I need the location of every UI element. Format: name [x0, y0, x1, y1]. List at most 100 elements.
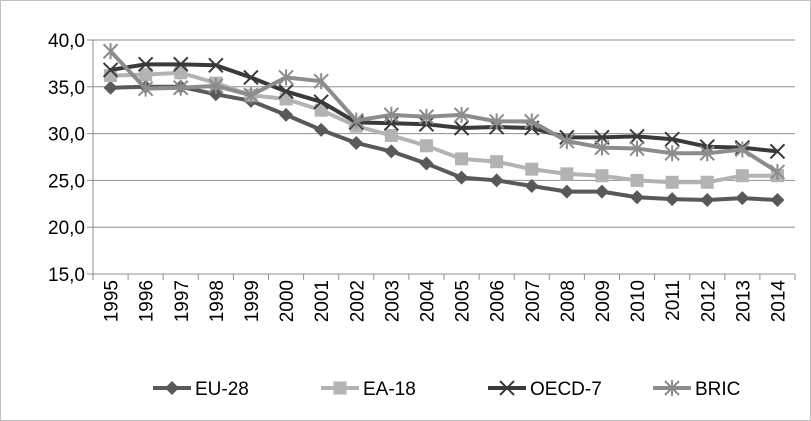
point-marker-asterisk [559, 133, 575, 150]
x-tick-label: 2006 [488, 280, 509, 322]
legend-label: OECD-7 [530, 379, 602, 400]
point-marker-asterisk [278, 69, 294, 86]
marker-stroke [278, 83, 294, 100]
point-marker-diamond [700, 193, 715, 208]
point-marker-asterisk [418, 108, 435, 125]
point-marker-diamond [594, 184, 609, 199]
y-tick-label: 25,0 [48, 171, 85, 192]
point-marker-asterisk [769, 163, 786, 180]
point-marker-asterisk [102, 43, 119, 60]
marker-stroke [453, 120, 470, 136]
x-tick-label: 2005 [453, 280, 474, 322]
marker-stroke [499, 380, 515, 396]
point-marker-diamond [314, 122, 329, 137]
point-marker-square [525, 162, 539, 176]
series-eu-28 [103, 79, 785, 208]
point-marker-asterisk [348, 112, 364, 129]
point-marker-square [139, 68, 153, 82]
x-tick-label: 2001 [312, 280, 333, 322]
point-marker-asterisk [453, 106, 470, 123]
legend-item-ea-18: EA-18 [321, 379, 416, 400]
point-marker-square [455, 152, 469, 166]
point-marker-square [490, 155, 504, 169]
series-ea-18 [104, 66, 784, 189]
legend-item-oecd-7: OECD-7 [488, 379, 602, 400]
marker-stroke [664, 131, 680, 147]
point-marker-square [174, 66, 188, 80]
point-marker-asterisk [488, 113, 505, 130]
legend-label: BRIC [695, 379, 740, 400]
point-marker-diamond [770, 193, 785, 208]
point-marker-diamond [384, 144, 399, 159]
x-tick-label: 2007 [523, 280, 544, 322]
x-tick-label: 2004 [417, 280, 438, 323]
marker-stroke [208, 57, 224, 73]
marker-stroke [243, 69, 259, 86]
marker-stroke [313, 94, 329, 110]
legend: EU-28 EA-18 OECD-7 BRIC [153, 379, 740, 400]
point-marker-diamond [208, 87, 223, 102]
point-marker-x [769, 143, 786, 160]
series-oecd-7 [102, 56, 786, 160]
point-marker-diamond [419, 156, 434, 171]
point-marker-x [102, 62, 119, 78]
point-marker-asterisk [594, 139, 610, 156]
point-marker-diamond [524, 179, 539, 194]
point-marker-asterisk [137, 80, 154, 97]
point-marker-asterisk [664, 380, 680, 396]
x-tick-label: 2010 [628, 280, 649, 322]
point-marker-x [243, 69, 259, 86]
point-marker-square [735, 169, 749, 183]
point-marker-square [333, 381, 347, 395]
x-tick-label: 2013 [733, 280, 754, 322]
point-marker-square [665, 175, 679, 189]
y-tick-label: 30,0 [48, 125, 85, 146]
point-marker-asterisk [208, 77, 224, 94]
point-marker-asterisk [699, 145, 715, 162]
point-marker-x [453, 120, 470, 136]
y-tick-label: 15,0 [48, 265, 85, 286]
point-marker-square [560, 167, 574, 181]
axes [92, 40, 795, 275]
point-marker-x [629, 128, 645, 145]
series-lines [102, 43, 786, 208]
point-marker-diamond [279, 107, 294, 122]
x-tick-label: 1997 [172, 280, 193, 322]
y-axis-ticks: 15,0 20,0 25,0 30,0 35,0 40,0 [48, 31, 93, 286]
legend-item-bric: BRIC [653, 379, 740, 400]
marker-stroke [629, 128, 645, 145]
point-marker-asterisk [664, 145, 680, 162]
y-tick-label: 40,0 [48, 31, 85, 52]
x-tick-label: 2002 [347, 280, 368, 322]
point-marker-asterisk [629, 140, 645, 157]
x-axis-ticks: 1995 1996 1997 1998 1999 2000 2001 2002 2003 2004… [92, 274, 796, 323]
point-marker-asterisk [243, 87, 259, 104]
point-marker-diamond [630, 190, 645, 205]
y-tick-label: 20,0 [48, 218, 85, 239]
x-tick-label: 2011 [663, 280, 684, 321]
series-line-oecd-7 [110, 62, 778, 154]
point-marker-asterisk [524, 113, 540, 130]
point-marker-asterisk [734, 141, 751, 158]
point-marker-asterisk [383, 106, 400, 123]
x-tick-label: 1996 [137, 280, 158, 322]
point-marker-square [314, 103, 328, 117]
x-tick-label: 1998 [207, 280, 228, 322]
point-marker-x [278, 83, 294, 100]
point-marker-asterisk [313, 73, 329, 90]
point-marker-diamond [454, 170, 469, 185]
point-marker-x [137, 56, 154, 73]
legend-item-eu-28: EU-28 [153, 379, 249, 400]
series-bric [102, 43, 786, 180]
point-marker-x [313, 94, 329, 110]
y-tick-label: 35,0 [48, 78, 85, 99]
x-tick-label: 2012 [698, 280, 719, 322]
point-marker-x [499, 380, 515, 396]
point-marker-diamond [349, 135, 364, 150]
point-marker-diamond [735, 191, 750, 206]
x-tick-label: 1999 [242, 280, 263, 322]
marker-stroke [137, 56, 154, 73]
point-marker-diamond [559, 184, 574, 199]
